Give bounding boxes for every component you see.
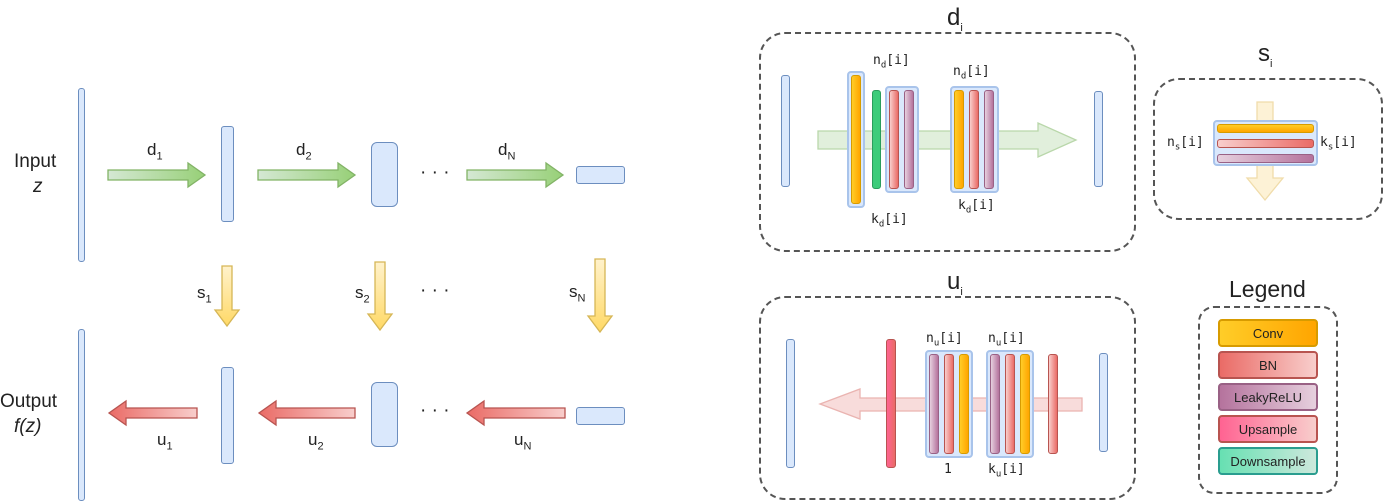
uN-arrow <box>465 399 566 427</box>
u-block-n-label-2: nu[i] <box>988 331 1025 349</box>
output-var: f(z) <box>14 416 42 437</box>
output-label: Output <box>0 391 58 412</box>
dN-arrow <box>466 161 565 189</box>
u-block-one-label: 1 <box>944 462 952 477</box>
d-block-relu-2 <box>984 90 994 189</box>
s1-label: s1 <box>197 283 212 306</box>
s-block-container <box>1153 78 1383 220</box>
legend-leakyrelu: LeakyReLU <box>1218 383 1318 411</box>
u-block-bn-1 <box>944 354 954 454</box>
ellipsis-middle: · · · <box>420 280 450 301</box>
d-block-n-label-1: nd[i] <box>873 53 910 71</box>
d-block-output-vector <box>1094 91 1103 187</box>
u1-label: u1 <box>157 430 173 453</box>
d-block-k-label-2: kd[i] <box>958 198 995 216</box>
s-block-bn <box>1217 139 1314 148</box>
d1-label: d1 <box>147 140 163 163</box>
d-block-title: di <box>947 4 963 34</box>
u-block-input-vector <box>1099 353 1108 452</box>
d-block-conv-1 <box>851 75 861 204</box>
u-block-bn-3 <box>1048 354 1058 454</box>
up-vector-2 <box>371 382 398 447</box>
s-block-relu <box>1217 154 1314 163</box>
d-block-bn-1 <box>889 90 899 189</box>
s2-arrow <box>366 261 394 332</box>
d-block-k-label-1: kd[i] <box>871 212 908 230</box>
feature-vector-N <box>576 166 625 184</box>
u-block-output-vector <box>786 339 795 468</box>
d2-label: d2 <box>296 140 312 163</box>
d-block-relu-1 <box>904 90 914 189</box>
s-block-k-label: ks[i] <box>1320 135 1357 153</box>
u-block-relu-1 <box>929 354 939 454</box>
feature-vector-2 <box>371 142 398 207</box>
d-block-container <box>759 32 1136 252</box>
u1-arrow <box>107 399 198 427</box>
d-block-conv-2 <box>954 90 964 189</box>
u-block-n-label-1: nu[i] <box>926 331 963 349</box>
s-block-conv <box>1217 124 1314 133</box>
input-vector <box>78 88 85 262</box>
legend-conv: Conv <box>1218 319 1318 347</box>
input-var: z <box>33 176 43 197</box>
sN-label: sN <box>569 282 586 305</box>
s2-label: s2 <box>355 283 370 306</box>
d-block-input-vector <box>781 75 790 187</box>
u-block-conv-1 <box>959 354 969 454</box>
u-block-k-label: ku[i] <box>988 462 1025 480</box>
legend-container <box>1198 306 1338 494</box>
d-block-bn-2 <box>969 90 979 189</box>
d1-arrow <box>107 161 207 189</box>
s1-arrow <box>213 265 241 328</box>
ellipsis-bottom: · · · <box>420 400 450 421</box>
u2-label: u2 <box>308 430 324 453</box>
s-block-n-label: ns[i] <box>1167 135 1204 153</box>
u-block-upsample <box>886 339 896 468</box>
u2-arrow <box>257 399 356 427</box>
d-block-n-label-2: nd[i] <box>953 64 990 82</box>
d2-arrow <box>257 161 357 189</box>
u-block-relu-2 <box>990 354 1000 454</box>
output-vector <box>78 329 85 501</box>
ellipsis-top: · · · <box>420 162 450 183</box>
input-label: Input <box>14 151 57 172</box>
legend-upsample: Upsample <box>1218 415 1318 443</box>
u-block-container <box>759 296 1136 500</box>
d-block-downsample <box>872 90 881 189</box>
dN-label: dN <box>498 140 516 163</box>
legend-downsample: Downsample <box>1218 447 1318 475</box>
legend-title: Legend <box>1229 276 1306 302</box>
up-vector-N <box>576 407 625 425</box>
uN-label: uN <box>514 430 532 453</box>
u-block-title: ui <box>947 268 963 298</box>
s-block-title: si <box>1258 40 1273 70</box>
up-vector-1 <box>221 367 234 464</box>
sN-arrow <box>586 258 614 334</box>
u-block-conv-2 <box>1020 354 1030 454</box>
u-block-bn-2 <box>1005 354 1015 454</box>
feature-vector-1 <box>221 126 234 222</box>
legend-bn: BN <box>1218 351 1318 379</box>
